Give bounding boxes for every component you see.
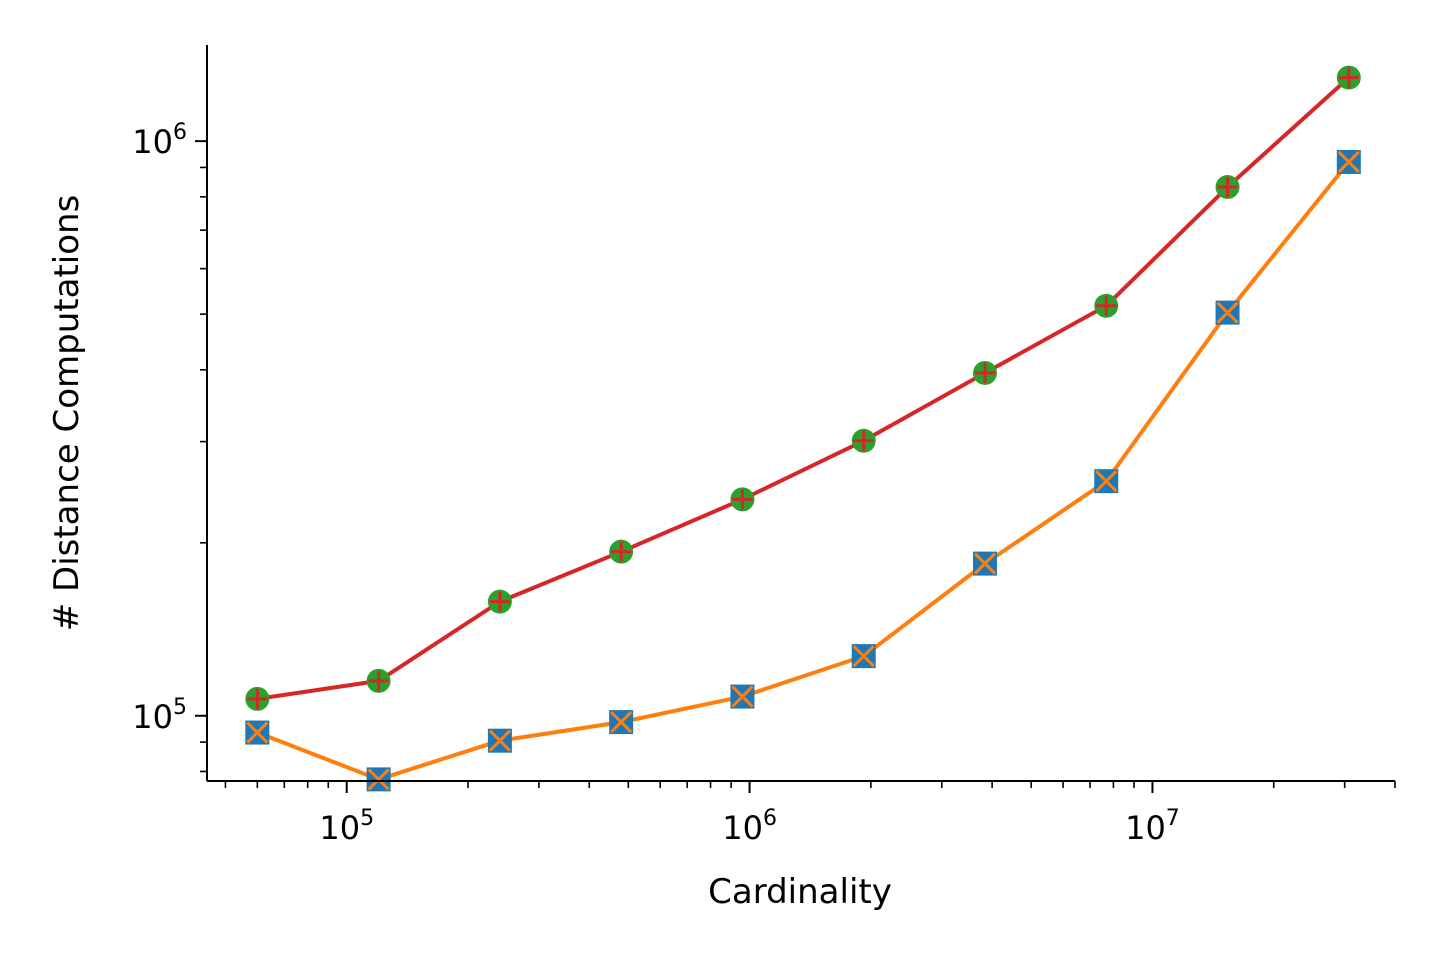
series-2-point-x — [973, 552, 997, 575]
series-2-point-x — [731, 685, 754, 708]
x-tick-label: 106 — [722, 806, 777, 847]
series-1-point-plus — [489, 591, 510, 612]
series-2-point-x — [610, 711, 633, 734]
y-axis-label: # Distance Computations — [47, 195, 87, 632]
series-1-line — [257, 76, 1351, 701]
series-2-point-x — [367, 768, 390, 791]
series-2 — [245, 149, 1361, 792]
series-1 — [245, 65, 1361, 711]
series-1-point-plus — [247, 688, 268, 709]
x-tick-label: 107 — [1125, 806, 1180, 847]
series-2-line — [256, 160, 1351, 782]
series-1-point-plus — [1096, 295, 1117, 316]
x-axis: 105 106 107 — [207, 780, 1396, 847]
series-2-point-x — [1095, 470, 1118, 493]
series-1-point-plus — [1217, 177, 1238, 198]
series-1-point-plus — [853, 430, 874, 451]
y-tick-label-exponent: 5 — [173, 695, 187, 720]
y-tick-label-exponent: 6 — [173, 120, 187, 145]
x-tick-label-base: 10 — [722, 809, 763, 847]
y-tick-label: 105 — [132, 695, 187, 736]
y-tick-label-base: 10 — [132, 123, 173, 161]
series-2-point-x — [1337, 150, 1360, 174]
x-tick-label-exponent: 6 — [763, 806, 777, 831]
x-tick-label-base: 10 — [319, 809, 360, 847]
x-axis-label: Cardinality — [708, 872, 892, 912]
series-1-point-plus — [368, 670, 389, 691]
series-1-point-plus — [1338, 67, 1359, 88]
x-tick-label-base: 10 — [1125, 809, 1166, 847]
series-1-point-plus — [974, 362, 995, 383]
series-2-point-x — [246, 721, 269, 744]
series-1-point-plus — [732, 489, 753, 510]
y-tick-label: 106 — [132, 120, 187, 161]
series-2-point-x — [1216, 301, 1239, 324]
plot-area — [245, 65, 1361, 792]
series-2-point-x — [488, 729, 511, 752]
x-tick-label: 105 — [319, 806, 374, 847]
y-tick-label-base: 10 — [132, 698, 173, 736]
x-tick-label-exponent: 5 — [360, 806, 374, 831]
series-1-point-plus — [611, 541, 632, 562]
series-2-point-x — [852, 645, 875, 668]
x-tick-label-exponent: 7 — [1166, 806, 1180, 831]
